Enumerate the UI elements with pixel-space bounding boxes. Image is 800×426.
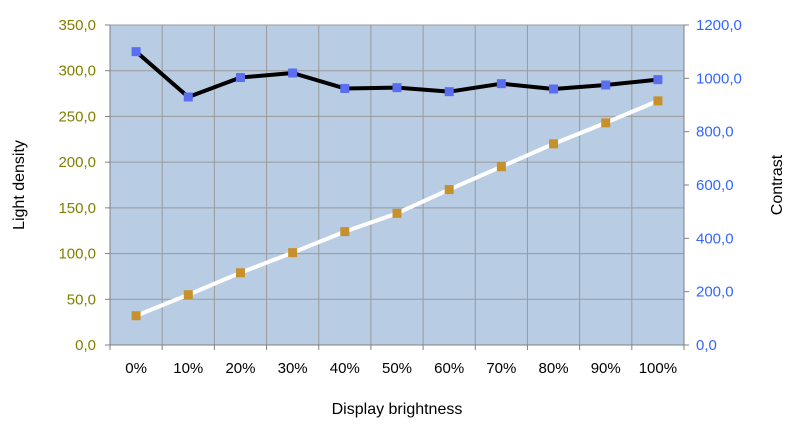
ticks-layer: 0,0 50,0 100,0 150,0 200,0 250,0 300,0 350,0 0,0…: [58, 17, 741, 377]
y-tick-label-left: 100,0: [58, 246, 96, 263]
series-2-point: [549, 139, 559, 149]
y-tick-label-left: 250,0: [58, 108, 96, 125]
x-tick-label: 50%: [382, 360, 412, 377]
x-tick-label: 30%: [278, 360, 308, 377]
y-axis-left-title: Light density: [11, 140, 28, 230]
x-tick-label: 20%: [225, 360, 255, 377]
series-2-point: [601, 118, 611, 128]
series-1-point: [288, 68, 298, 78]
series-1-point: [653, 75, 663, 85]
series-2-point: [444, 185, 454, 195]
x-tick-label: 60%: [434, 360, 464, 377]
y-tick-label-right: 0,0: [696, 337, 717, 354]
grid-layer: [110, 24, 684, 346]
x-axis-title: Display brightness: [332, 401, 463, 418]
series-1-point: [601, 80, 611, 90]
x-tick-label: 0%: [125, 360, 147, 377]
series-2-point: [183, 290, 193, 300]
y-tick-label-right: 1000,0: [696, 70, 742, 87]
series-1-point: [183, 92, 193, 102]
series-2-point: [131, 311, 141, 321]
series-2-point: [235, 268, 245, 278]
y-tick-label-right: 200,0: [696, 284, 734, 301]
y-tick-label-right: 600,0: [696, 177, 734, 194]
x-tick-label: 90%: [591, 360, 621, 377]
x-tick-label: 70%: [486, 360, 516, 377]
y-tick-label-left: 50,0: [67, 291, 96, 308]
series-1-point: [549, 84, 559, 94]
y-tick-label-right: 400,0: [696, 230, 734, 247]
series-1-point: [131, 47, 141, 57]
series-layer: [131, 47, 663, 321]
y-tick-label-left: 150,0: [58, 200, 96, 217]
y-tick-label-left: 300,0: [58, 63, 96, 80]
x-tick-label: 40%: [330, 360, 360, 377]
series-1-point: [340, 83, 350, 93]
x-tick-label: 10%: [173, 360, 203, 377]
axes-layer: [105, 24, 689, 350]
series-1-point: [496, 79, 506, 89]
series-2-point: [288, 248, 298, 258]
x-tick-label: 80%: [539, 360, 569, 377]
series-1-point: [444, 87, 454, 97]
plot-area: [110, 25, 684, 345]
series-2-point: [340, 227, 350, 237]
y-tick-label-left: 350,0: [58, 17, 96, 34]
series-1-point: [235, 73, 245, 83]
y-tick-label-left: 0,0: [75, 337, 96, 354]
series-2-point: [392, 208, 402, 218]
series-2-point: [496, 162, 506, 172]
series-2-point: [653, 96, 663, 106]
y-tick-label-right: 800,0: [696, 124, 734, 141]
y-tick-label-left: 200,0: [58, 154, 96, 171]
y-axis-right-title: Contrast: [769, 154, 786, 215]
y-tick-label-right: 1200,0: [696, 17, 742, 34]
x-tick-label: 100%: [639, 360, 677, 377]
series-1-point: [392, 83, 402, 93]
